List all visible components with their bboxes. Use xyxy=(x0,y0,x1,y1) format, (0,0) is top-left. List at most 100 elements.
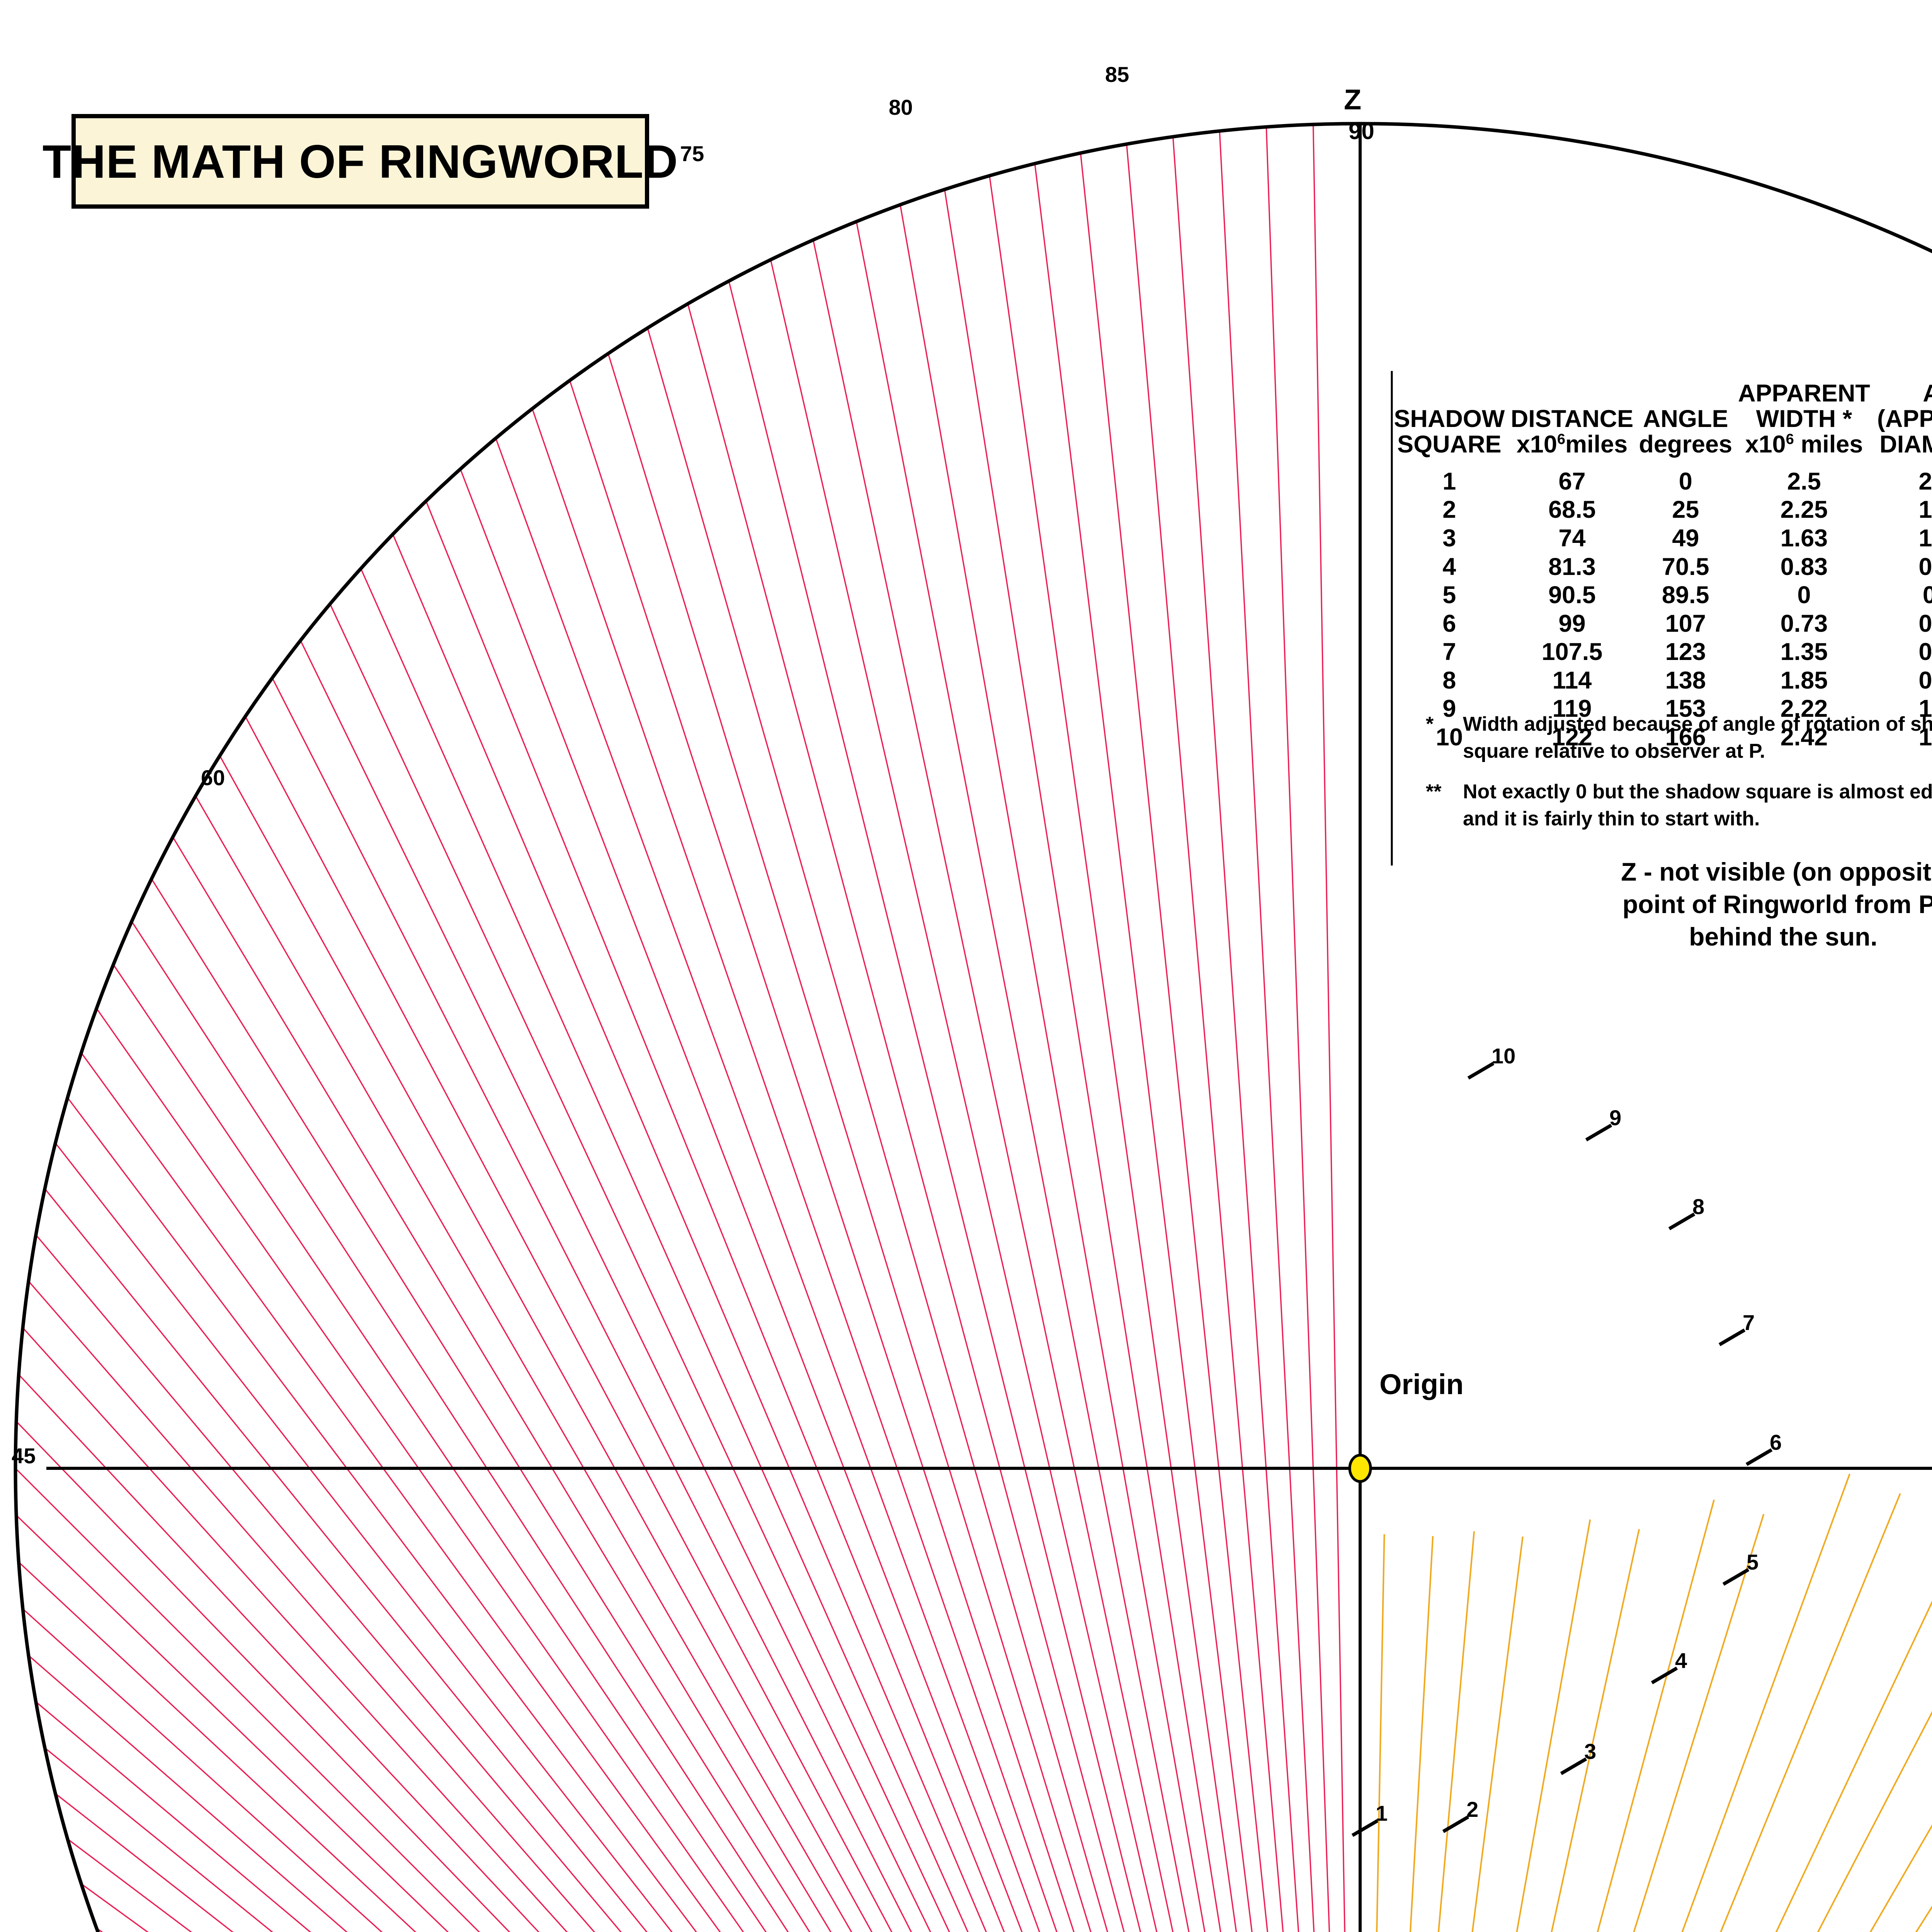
circle-degree-label-75: 75 xyxy=(680,141,704,166)
chord-line xyxy=(329,604,1361,1932)
shadow-square-tick xyxy=(1718,1328,1746,1346)
chord-line xyxy=(1034,163,1361,1932)
shadow-square-number-7: 7 xyxy=(1743,1310,1755,1335)
ss-cell-3: 2.42 xyxy=(1780,723,1828,751)
ss-cell-4: 1.07° xyxy=(1918,695,1932,723)
ss-col-header-4: A.D.(APPARENTDIAMETER) xyxy=(1877,380,1932,458)
chord-line xyxy=(55,1143,1361,1932)
shadow-square-number-8: 8 xyxy=(1692,1194,1705,1219)
shadow-square-tick xyxy=(1467,1062,1495,1080)
ss-cell-1: 68.5 xyxy=(1548,496,1596,524)
table-row: 6 99 107 0.73 0.42° xyxy=(1391,609,1932,638)
z-not-visible-note: Z - not visible (on opposite point of Ri… xyxy=(1621,857,1932,951)
table-row: 5 90.5 89.5 0 0° ** xyxy=(1391,581,1932,610)
chord-line xyxy=(35,1234,1361,1932)
ss-cell-1: 81.3 xyxy=(1548,553,1596,580)
ss-cell-1: 99 xyxy=(1558,610,1586,637)
ss-cell-0: 8 xyxy=(1442,667,1456,694)
chord-line xyxy=(459,469,1361,1932)
ss-cell-3: 2.22 xyxy=(1780,695,1828,723)
ss-cell-2: 107 xyxy=(1665,610,1706,637)
chord-line xyxy=(944,189,1361,1932)
chord-line xyxy=(495,438,1361,1932)
page-title: THE MATH OF RINGWORLD xyxy=(42,135,679,188)
table-row: 8 114 138 1.85 0.93° xyxy=(1391,666,1932,695)
ss-cell-1: 107.5 xyxy=(1541,638,1603,666)
table-row: 10 122 166 2.42 1.13° xyxy=(1391,723,1932,752)
ss-cell-1: 74 xyxy=(1558,525,1586,552)
ss-col-header-0: SHADOW SQUARE xyxy=(1394,405,1505,458)
ss-cell-4: 1.26° xyxy=(1918,525,1932,552)
ss-cell-4: 0.72° xyxy=(1918,638,1932,666)
farside-shadow-square-line xyxy=(1551,1529,1640,1932)
chord-line xyxy=(15,1468,1361,1932)
chord-line xyxy=(195,796,1361,1932)
shadow-square-tick xyxy=(1442,1815,1469,1833)
ss-cell-0: 7 xyxy=(1442,638,1456,666)
ss-cell-1: 90.5 xyxy=(1548,582,1596,609)
chord-line xyxy=(1265,127,1361,1932)
table-row: 7 107.5 123 1.35 0.72° xyxy=(1391,638,1932,667)
ss-cell-2: 70.5 xyxy=(1662,553,1709,580)
chord-line xyxy=(1080,153,1361,1932)
chord-line xyxy=(687,303,1361,1932)
chord-line xyxy=(1126,144,1361,1932)
shadow-square-lines xyxy=(1360,1473,1932,1932)
sun-origin-marker xyxy=(1348,1454,1372,1483)
ss-cell-2: 138 xyxy=(1665,667,1706,694)
farside-shadow-square-line xyxy=(1597,1499,1715,1932)
chord-line xyxy=(272,677,1361,1932)
farside-shadow-square-line xyxy=(1681,1473,1850,1932)
farside-shadow-square-line xyxy=(1409,1536,1434,1932)
table-row: 3 74 49 1.63 1.26° xyxy=(1391,524,1932,553)
shadow-square-ticks xyxy=(1351,1062,1773,1837)
shadow-square-tick xyxy=(1745,1448,1773,1466)
farside-shadow-square-line xyxy=(1360,1898,1932,1932)
origin-label: Origin xyxy=(1379,1368,1464,1400)
chord-line xyxy=(151,878,1361,1932)
table-row: 2 68.5 25 2.25 1.88° xyxy=(1391,496,1932,524)
shadow-square-number-10: 10 xyxy=(1492,1044,1516,1068)
chord-line xyxy=(569,380,1361,1932)
shadow-square-number-1: 1 xyxy=(1376,1801,1388,1825)
footnote-single-mark: * xyxy=(1426,713,1434,735)
farside-shadow-square-line xyxy=(1437,1531,1475,1932)
ss-cell-4: 0.42° xyxy=(1918,610,1932,637)
ss-cell-0: 3 xyxy=(1442,525,1456,552)
shadow-square-tick xyxy=(1722,1568,1750,1586)
chord-line xyxy=(392,534,1361,1932)
chord-line xyxy=(607,353,1361,1932)
shadow-square-number-5: 5 xyxy=(1747,1550,1759,1574)
chord-line xyxy=(112,964,1361,1932)
chord-line xyxy=(1172,136,1361,1932)
chord-line xyxy=(28,1281,1361,1932)
chord-line xyxy=(300,640,1361,1932)
ss-cell-4: 1.13° xyxy=(1918,723,1932,751)
ss-cell-4: 2.14° xyxy=(1918,468,1932,495)
farside-shadow-square-line xyxy=(1376,1534,1385,1932)
shadow-square-number-3: 3 xyxy=(1584,1739,1597,1764)
farside-shadow-square-line xyxy=(1720,1493,1901,1932)
ss-cell-2: 0 xyxy=(1679,468,1692,495)
ss-cell-1: 114 xyxy=(1552,667,1592,694)
ss-cell-4: 0° ** xyxy=(1922,582,1932,609)
chord-line xyxy=(18,1374,1361,1932)
circle-degree-label-85: 85 xyxy=(1105,62,1129,87)
chord-line xyxy=(360,568,1361,1932)
ss-cell-3: 0.73 xyxy=(1780,610,1828,637)
title-plate: THE MATH OF RINGWORLD xyxy=(43,114,678,209)
chord-line xyxy=(22,1608,1361,1932)
ss-cell-3: 0 xyxy=(1797,582,1811,609)
table-row: 4 81.3 70.5 0.83 0.58° xyxy=(1391,553,1932,581)
ss-cell-3: 0.83 xyxy=(1780,553,1828,580)
footnote-single: * Width adjusted because of angle of rot… xyxy=(1426,711,1932,765)
chord-line xyxy=(989,175,1361,1932)
footnote-double: ** Not exactly 0 but the shadow square i… xyxy=(1426,779,1932,832)
ss-cell-3: 2.25 xyxy=(1780,496,1828,524)
circle-degree-label-80: 80 xyxy=(889,95,913,119)
footnote-double-text: Not exactly 0 but the shadow square is a… xyxy=(1463,781,1932,830)
chord-line xyxy=(245,716,1361,1932)
chord-line xyxy=(80,1052,1361,1932)
shadow-square-number-9: 9 xyxy=(1609,1105,1622,1130)
